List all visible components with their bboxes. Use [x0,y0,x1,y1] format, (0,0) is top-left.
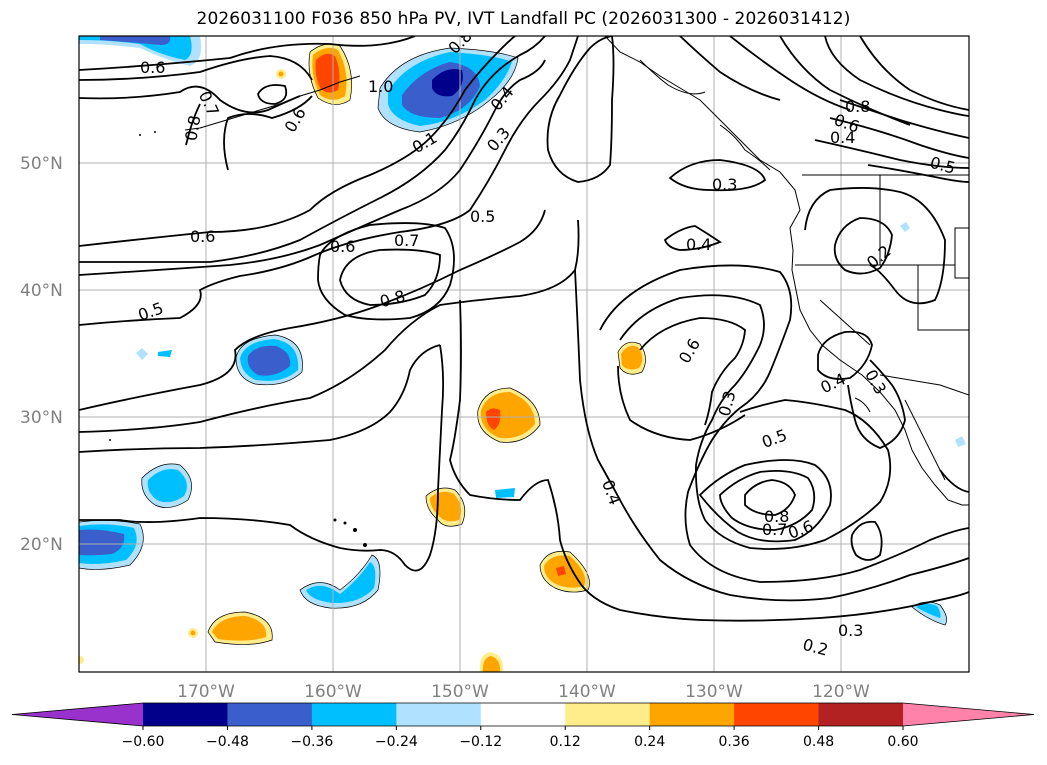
colorbar-tick-label: 0.48 [803,734,834,750]
contour-label: 0.6 [330,237,355,256]
contour-label: 0.8 [764,507,789,526]
colorbar-swatch [565,703,651,726]
latitude-labels: 50°N 40°N 30°N 20°N [20,154,63,555]
contour-label: 0.3 [838,621,863,640]
colorbar-tick-label: 0.60 [887,734,918,750]
colorbar-tick-label: −0.36 [290,734,333,750]
colorbar-swatch [818,703,904,726]
lat-label-20n: 20°N [20,535,63,555]
contour-label: 0.6 [140,58,165,77]
lon-label-150w: 150°W [431,682,489,702]
colorbar-swatch [734,703,820,726]
colorbar-swatch [143,703,228,726]
lon-label-170w: 170°W [177,682,235,702]
contour-label: 0.7 [762,520,787,539]
colorbar-swatch [311,703,397,726]
lat-label-30n: 30°N [20,408,63,428]
pv-contours [79,36,969,622]
colorbar-tick-label: −0.48 [206,734,249,750]
coastlines [184,36,969,506]
colorbar: −0.60 −0.48 −0.36 −0.24 −0.12 0.12 0.24 0.36 0.4… [11,702,1035,750]
lon-label-130w: 130°W [685,682,743,702]
pv-shading-outlines [79,43,947,645]
colorbar-tick-label: 0.24 [634,734,665,750]
colorbar-tick-label: −0.12 [459,734,502,750]
colorbar-extend-min [12,703,143,726]
contour-label: 0.3 [712,175,737,194]
lon-label-160w: 160°W [304,682,362,702]
colorbar-tick-label: 0.12 [550,734,581,750]
lon-label-120w: 120°W [812,682,870,702]
colorbar-tick-label: 0.36 [719,734,750,750]
colorbar-extend-max [903,703,1034,726]
colorbar-swatch [649,703,735,726]
longitude-labels: 170°W 160°W 150°W 140°W 130°W 120°W [177,682,870,702]
contour-label: 1.0 [368,77,393,96]
map-title: 2026031100 F036 850 hPa PV, IVT Landfall… [196,9,851,29]
colorbar-swatch [480,703,566,726]
contour-label: 0.4 [830,128,855,147]
contour-label: 0.7 [394,231,419,250]
map-frame [78,35,970,673]
colorbar-tick-label: −0.24 [375,734,418,750]
colorbar-swatch [396,703,482,726]
colorbar-tick-label: −0.60 [122,734,165,750]
colorbar-swatch [227,703,313,726]
contour-label: 0.5 [470,207,495,226]
lat-label-40n: 40°N [20,281,63,301]
lon-label-140w: 140°W [558,682,616,702]
contour-label: 0.8 [845,97,870,116]
contour-label: 0.8 [181,114,204,142]
islands [109,131,367,547]
contour-label: 0.4 [686,235,711,254]
lat-label-50n: 50°N [20,154,63,174]
contour-label: 0.6 [190,227,215,246]
